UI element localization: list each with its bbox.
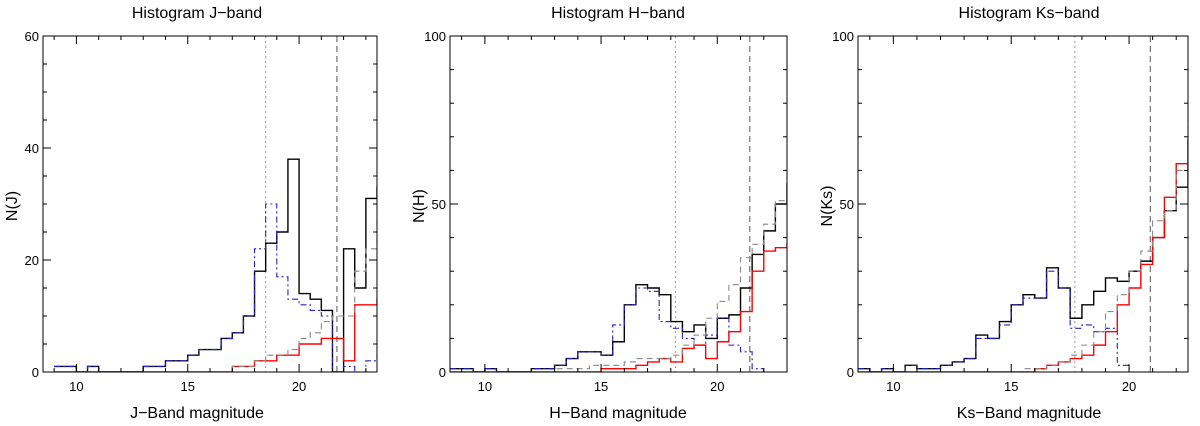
x-tick-label: 15 [1004,379,1018,394]
y-tick-label: 0 [32,365,39,380]
x-axis-label: J−Band magnitude [130,405,264,422]
histogram-series [54,158,377,372]
y-axis-label: N(H) [411,189,428,223]
histogram-series [450,243,787,372]
y-tick-label: 40 [25,141,39,156]
histogram-series [450,287,787,372]
histogram-series [54,203,377,372]
plot-area [54,36,377,372]
x-tick-label: 10 [69,379,83,394]
y-axis-label: N(Ks) [819,186,836,227]
x-tick-label: 10 [478,379,492,394]
y-tick-label: 100 [424,29,446,44]
x-tick-label: 10 [886,379,900,394]
histogram-series [858,109,1188,372]
y-tick-label: 50 [840,197,854,212]
x-tick-label: 15 [180,379,194,394]
y-tick-label: 60 [25,29,39,44]
x-tick-label: 20 [292,379,306,394]
plot-area [858,36,1188,372]
x-tick-label: 15 [594,379,608,394]
plot-frame [857,35,1189,373]
chart-title: Histogram H−band [551,5,685,22]
chart-title: Histogram Ks−band [959,5,1100,22]
x-tick-label: 20 [710,379,724,394]
panel-h-band: Histogram H−band H−Band magnitude N(H) 1… [411,5,788,422]
x-tick-label: 20 [1122,379,1136,394]
y-tick-label: 50 [432,197,446,212]
chart-title: Histogram J−band [132,5,262,22]
histogram-series [858,270,1188,372]
panel-ks-band: Histogram Ks−band Ks−Band magnitude N(Ks… [819,5,1189,422]
panel-j-band: Histogram J−band J−Band magnitude N(J) 1… [4,5,378,422]
plot-frame [449,35,788,373]
histogram-series [858,162,1188,372]
y-axis-label: N(J) [4,191,21,221]
histogram-series [54,220,377,372]
plot-area [450,36,787,372]
x-axis-label: H−Band magnitude [549,405,687,422]
histogram-series [450,176,787,372]
y-tick-label: 0 [847,365,854,380]
histogram-series [858,139,1188,372]
y-tick-label: 100 [832,29,854,44]
y-tick-label: 20 [25,253,39,268]
histogram-series [450,183,787,372]
y-tick-label: 0 [439,365,446,380]
x-axis-label: Ks−Band magnitude [957,405,1102,422]
